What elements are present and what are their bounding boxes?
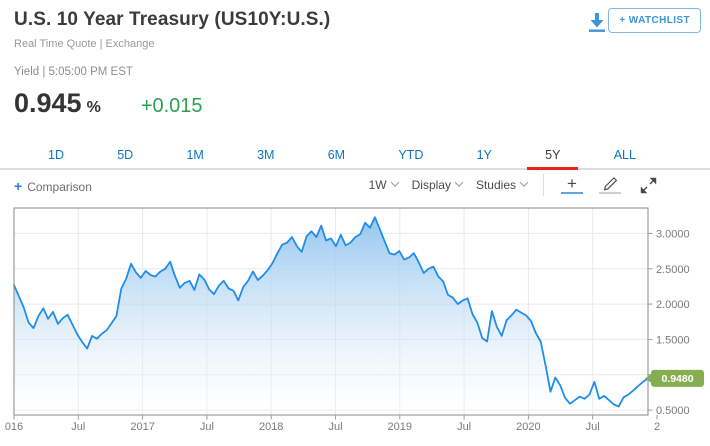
plot-border: [13, 207, 649, 416]
x-tick-label: 2: [654, 421, 660, 433]
expand-icon[interactable]: [636, 177, 660, 194]
price-row: 0.945 % +0.015: [14, 88, 203, 119]
tab-ytd[interactable]: YTD: [398, 148, 424, 162]
x-tick-label: 2017: [130, 421, 154, 433]
price-value: 0.945: [14, 88, 82, 118]
quote-time-label: Yield | 5:05:00 PM EST: [14, 66, 133, 78]
y-tick-label: 3.0000: [656, 228, 690, 240]
price-line: [13, 216, 649, 408]
dropdown-label: 1W: [368, 178, 387, 192]
last-price-badge: [651, 369, 704, 387]
x-tick-label: 2020: [516, 421, 540, 433]
x-tick-label: Jul: [200, 421, 214, 433]
chevron-down-icon: [390, 178, 399, 187]
add-comparison-button[interactable]: + Comparison: [14, 178, 92, 194]
tab-6m[interactable]: 6M: [327, 148, 346, 162]
tab-5d[interactable]: 5D: [117, 148, 134, 162]
tab-5y[interactable]: 5Y: [527, 144, 579, 170]
toolbar-divider: [543, 174, 544, 196]
x-tick-label: 016: [5, 421, 23, 433]
x-tick-label: Jul: [586, 421, 600, 433]
area-fill: [14, 217, 648, 415]
y-tick-label: 2.5000: [656, 264, 690, 276]
chart-toolbar: + Comparison 1W Display Studies +: [0, 174, 710, 200]
x-tick-label: 2018: [259, 421, 283, 433]
tab-1y[interactable]: 1Y: [476, 148, 492, 162]
x-tick-label: Jul: [457, 421, 471, 433]
tab-1d[interactable]: 1D: [48, 148, 64, 162]
last-price-pointer: [645, 373, 652, 384]
crosshair-glyph: +: [567, 174, 577, 193]
price-chart[interactable]: 016 Jul 2017 Jul 2018 Jul 2019 Jul 2020 Jul 2 3.000…: [0, 200, 710, 446]
quote-source-label: Real Time Quote | Exchange: [14, 38, 155, 50]
price-change: +0.015: [140, 95, 203, 117]
x-tick-label: 2019: [388, 421, 412, 433]
crosshair-icon[interactable]: +: [560, 174, 584, 194]
download-icon[interactable]: [585, 10, 609, 34]
comparison-label: Comparison: [27, 180, 92, 194]
studies-dropdown[interactable]: Studies: [475, 178, 529, 192]
x-tick-label: Jul: [71, 421, 85, 433]
tab-1m[interactable]: 1M: [186, 148, 204, 162]
draw-icon[interactable]: [598, 176, 622, 194]
y-tick-label: 2.0000: [656, 299, 690, 311]
chart-tools: 1W Display Studies +: [369, 174, 660, 196]
plus-icon: +: [14, 178, 23, 194]
chevron-down-icon: [454, 178, 464, 187]
display-dropdown[interactable]: Display: [411, 178, 464, 192]
last-price-label: 0.9480: [661, 373, 693, 385]
tab-3m[interactable]: 3M: [257, 148, 275, 162]
dropdown-label: Studies: [475, 178, 516, 192]
add-watchlist-button[interactable]: + WATCHLIST: [608, 8, 701, 33]
tool-underline: [599, 192, 621, 194]
y-tick-label: 0.5000: [656, 405, 690, 417]
price-unit: %: [86, 99, 101, 116]
dropdown-label: Display: [411, 178, 451, 192]
interval-dropdown[interactable]: 1W: [368, 178, 399, 192]
time-range-tabs: 1D 5D 1M 3M 6M YTD 1Y 5Y ALL: [0, 144, 710, 170]
y-tick-label: 1.5000: [656, 334, 690, 346]
page-title: U.S. 10 Year Treasury (US10Y:U.S.): [14, 9, 331, 30]
tab-all[interactable]: ALL: [613, 148, 636, 162]
x-tick-label: Jul: [328, 421, 342, 433]
active-tool-underline: [561, 192, 583, 194]
chevron-down-icon: [519, 178, 529, 187]
